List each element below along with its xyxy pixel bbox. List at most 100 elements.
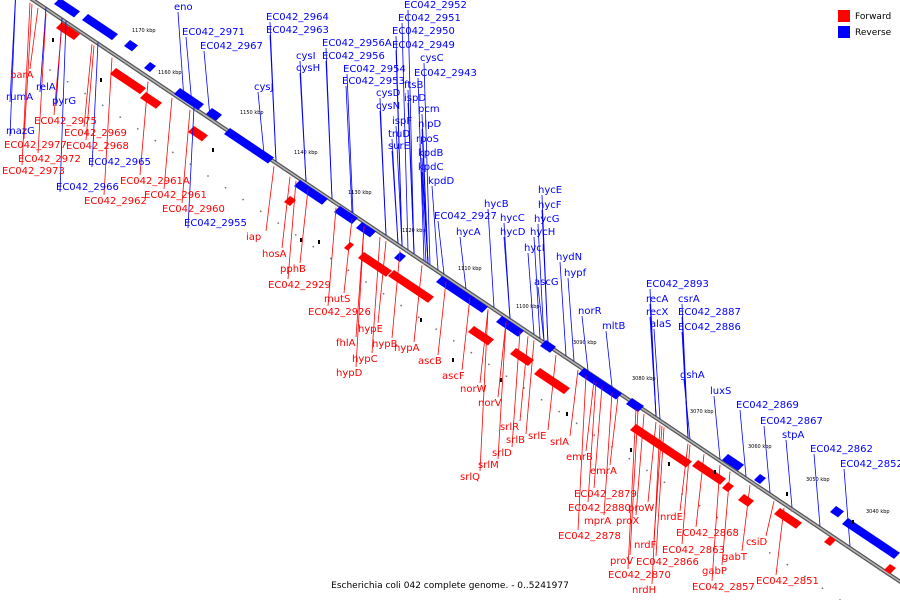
tick-label: 3060 kbp bbox=[748, 444, 772, 450]
track-dot bbox=[628, 457, 631, 460]
forward-gene-label: EC042_2972 bbox=[18, 154, 81, 165]
leader-line bbox=[559, 261, 567, 356]
forward-gene bbox=[774, 508, 802, 529]
reverse-gene-label: ascG bbox=[534, 277, 559, 288]
leader-line bbox=[587, 381, 597, 503]
reverse-gene-label: EC042_2951 bbox=[398, 13, 461, 24]
leader-line bbox=[577, 375, 587, 531]
feature-mark bbox=[420, 318, 422, 322]
track-dot bbox=[645, 469, 648, 472]
reverse-gene-label: EC042_2927 bbox=[434, 211, 497, 222]
leader-line bbox=[343, 218, 353, 294]
leader-line bbox=[85, 45, 95, 141]
leader-line bbox=[391, 150, 399, 244]
leader-line bbox=[37, 13, 47, 154]
leader-line bbox=[497, 321, 507, 460]
track-dot bbox=[470, 351, 473, 354]
track-dot bbox=[282, 168, 285, 171]
forward-gene-label: ascF bbox=[442, 371, 465, 382]
forward-gene-label: EC042_2977 bbox=[4, 140, 67, 151]
leader-line bbox=[91, 42, 99, 168]
feature-mark bbox=[318, 240, 320, 244]
genome-backbone bbox=[29, 0, 900, 585]
reverse-gene-label: rpoS bbox=[416, 134, 439, 145]
legend-label-forward: Forward bbox=[855, 12, 891, 22]
forward-gene-label: gabP bbox=[702, 566, 727, 577]
feature-mark bbox=[212, 148, 214, 152]
track-dot bbox=[685, 439, 688, 442]
track-dot bbox=[527, 333, 530, 336]
track-dot bbox=[540, 398, 543, 401]
gene-features bbox=[52, 0, 900, 575]
track-dot bbox=[171, 151, 174, 154]
leader-line bbox=[163, 97, 173, 190]
forward-gene bbox=[510, 348, 534, 367]
reverse-gene-label: hydN bbox=[556, 252, 582, 263]
leader-line bbox=[711, 464, 721, 582]
leader-line bbox=[585, 380, 595, 452]
feature-mark bbox=[668, 462, 670, 466]
reverse-gene-label: gshA bbox=[680, 370, 705, 381]
leader-line bbox=[9, 0, 16, 137]
track-dot bbox=[826, 533, 829, 536]
reverse-gene-label: kpdD bbox=[428, 176, 454, 187]
leader-line bbox=[299, 188, 309, 264]
track-dot bbox=[66, 80, 69, 83]
forward-gene-label: srlA bbox=[550, 437, 569, 448]
backbone-highlight bbox=[31, 0, 900, 583]
track-dot bbox=[721, 463, 723, 465]
track-dot bbox=[242, 198, 245, 201]
reverse-gene bbox=[144, 62, 156, 73]
leader-line bbox=[843, 468, 851, 547]
leader-line bbox=[59, 20, 67, 193]
leader-line bbox=[765, 501, 775, 537]
tick-label: 1150 kbp bbox=[240, 110, 264, 116]
track-dot bbox=[141, 74, 144, 77]
leader-line bbox=[813, 453, 821, 527]
track-dot bbox=[124, 62, 127, 65]
reverse-gene-label: truD bbox=[388, 129, 410, 140]
leader-line bbox=[203, 50, 211, 118]
reverse-gene-label: EC042_2949 bbox=[392, 40, 455, 51]
track-dot bbox=[277, 222, 280, 225]
track-dot bbox=[207, 175, 209, 177]
forward-gene bbox=[722, 482, 734, 493]
reverse-gene-label: cysD bbox=[376, 88, 401, 99]
reverse-gene-label: cysN bbox=[376, 101, 400, 112]
leader-line bbox=[265, 166, 275, 232]
reverse-gene-label: EC042_2965 bbox=[88, 157, 151, 168]
track-dot bbox=[101, 104, 104, 107]
track-dot bbox=[751, 540, 754, 543]
track-dot bbox=[387, 239, 390, 242]
reverse-gene-label: cysJ bbox=[254, 82, 274, 93]
forward-gene bbox=[884, 564, 896, 575]
leader-line bbox=[533, 236, 541, 339]
track-dot bbox=[119, 116, 122, 119]
tick-label: 1170 kbp bbox=[132, 28, 156, 34]
leader-line bbox=[713, 395, 721, 460]
reverse-gene bbox=[206, 108, 222, 121]
leader-line bbox=[653, 328, 661, 419]
forward-gene-label: proW bbox=[628, 503, 654, 514]
forward-gene bbox=[534, 368, 570, 395]
track-dot bbox=[492, 309, 495, 312]
forward-gene bbox=[824, 536, 836, 547]
tick-label: 3050 kbp bbox=[806, 477, 830, 483]
forward-gene-label: EC042_2960 bbox=[162, 204, 225, 215]
leader-line bbox=[647, 422, 657, 503]
reverse-gene-label: hycG bbox=[534, 214, 560, 225]
forward-gene-label: EC042_2969 bbox=[64, 128, 127, 139]
feature-mark bbox=[852, 520, 854, 524]
forward-gene-label: pphB bbox=[280, 264, 306, 275]
leader-line bbox=[603, 392, 613, 516]
leader-line bbox=[649, 316, 657, 417]
legend-label-reverse: Reverse bbox=[855, 28, 892, 38]
forward-gene-label: EC042_2857 bbox=[692, 582, 755, 593]
reverse-gene-label: EC042_2954 bbox=[343, 64, 406, 75]
forward-gene-label: proX bbox=[616, 516, 639, 527]
reverse-gene-label: hycC bbox=[500, 213, 525, 224]
reverse-gene-label: pyrG bbox=[52, 96, 76, 107]
tick-label: 1130 kbp bbox=[348, 190, 372, 196]
